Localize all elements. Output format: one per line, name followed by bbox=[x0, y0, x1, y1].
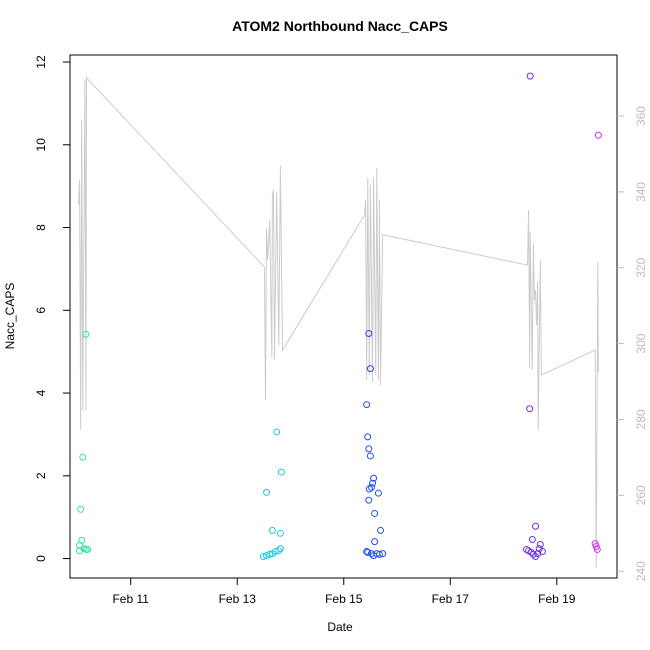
y2-tick-label: 320 bbox=[634, 257, 648, 277]
data-point bbox=[527, 548, 535, 556]
data-point bbox=[263, 552, 271, 560]
y-axis-title: Nacc_CAPS bbox=[3, 283, 17, 350]
x-tick-label: Feb 11 bbox=[112, 592, 149, 606]
data-point bbox=[367, 550, 375, 558]
data-point bbox=[364, 433, 372, 441]
data-point bbox=[371, 538, 379, 546]
data-point bbox=[526, 405, 534, 413]
data-point bbox=[277, 468, 285, 476]
data-point bbox=[366, 452, 374, 460]
data-point bbox=[374, 489, 382, 497]
data-point bbox=[366, 365, 374, 373]
data-point bbox=[532, 522, 540, 530]
data-point bbox=[84, 545, 92, 553]
y2-tick-label: 360 bbox=[634, 106, 648, 126]
data-point bbox=[76, 547, 84, 555]
x-tick-label: Feb 15 bbox=[325, 592, 363, 606]
data-point bbox=[370, 474, 378, 482]
data-point bbox=[82, 330, 90, 338]
x-tick-label: Feb 19 bbox=[538, 592, 576, 606]
x-tick-label: Feb 17 bbox=[432, 592, 470, 606]
y2-tick-label: 340 bbox=[634, 182, 648, 202]
y2-tick-label: 280 bbox=[634, 409, 648, 429]
data-point bbox=[76, 541, 84, 549]
data-point bbox=[365, 445, 373, 453]
y-tick-label: 6 bbox=[34, 307, 48, 314]
data-point bbox=[273, 428, 281, 436]
data-point bbox=[593, 545, 601, 553]
y-tick-label: 8 bbox=[34, 224, 48, 231]
data-point bbox=[379, 550, 387, 558]
data-point bbox=[263, 488, 271, 496]
data-point bbox=[79, 453, 87, 461]
data-point bbox=[77, 505, 85, 513]
data-point bbox=[377, 526, 385, 534]
plot-frame bbox=[69, 54, 618, 579]
y-tick-label: 12 bbox=[34, 55, 48, 69]
data-point bbox=[536, 540, 544, 548]
x-tick-label: Feb 13 bbox=[219, 592, 257, 606]
data-point bbox=[594, 131, 602, 139]
data-point bbox=[276, 545, 284, 553]
y-tick-label: 2 bbox=[34, 472, 48, 479]
data-point bbox=[365, 329, 373, 337]
data-point bbox=[275, 547, 283, 555]
data-line bbox=[78, 76, 599, 569]
data-point bbox=[268, 526, 276, 534]
data-point bbox=[538, 548, 546, 556]
y2-tick-label: 260 bbox=[634, 485, 648, 505]
data-point bbox=[371, 509, 379, 517]
data-point bbox=[363, 401, 371, 409]
y2-tick-label: 300 bbox=[634, 333, 648, 353]
x-axis-title: Date bbox=[327, 620, 353, 634]
data-point bbox=[369, 479, 377, 487]
data-point bbox=[365, 485, 373, 493]
y-tick-label: 10 bbox=[34, 138, 48, 152]
data-point bbox=[528, 536, 536, 544]
data-point bbox=[365, 496, 373, 504]
data-point bbox=[364, 548, 372, 556]
y-tick-label: 0 bbox=[34, 555, 48, 562]
data-point bbox=[526, 72, 534, 80]
chart-title: ATOM2 Northbound Nacc_CAPS bbox=[232, 18, 448, 34]
data-point bbox=[276, 529, 284, 537]
data-point bbox=[367, 483, 375, 491]
y2-tick-label: 240 bbox=[634, 561, 648, 581]
data-point bbox=[259, 552, 267, 560]
data-point bbox=[529, 550, 537, 558]
data-point bbox=[370, 552, 378, 560]
y-tick-label: 4 bbox=[34, 389, 48, 396]
